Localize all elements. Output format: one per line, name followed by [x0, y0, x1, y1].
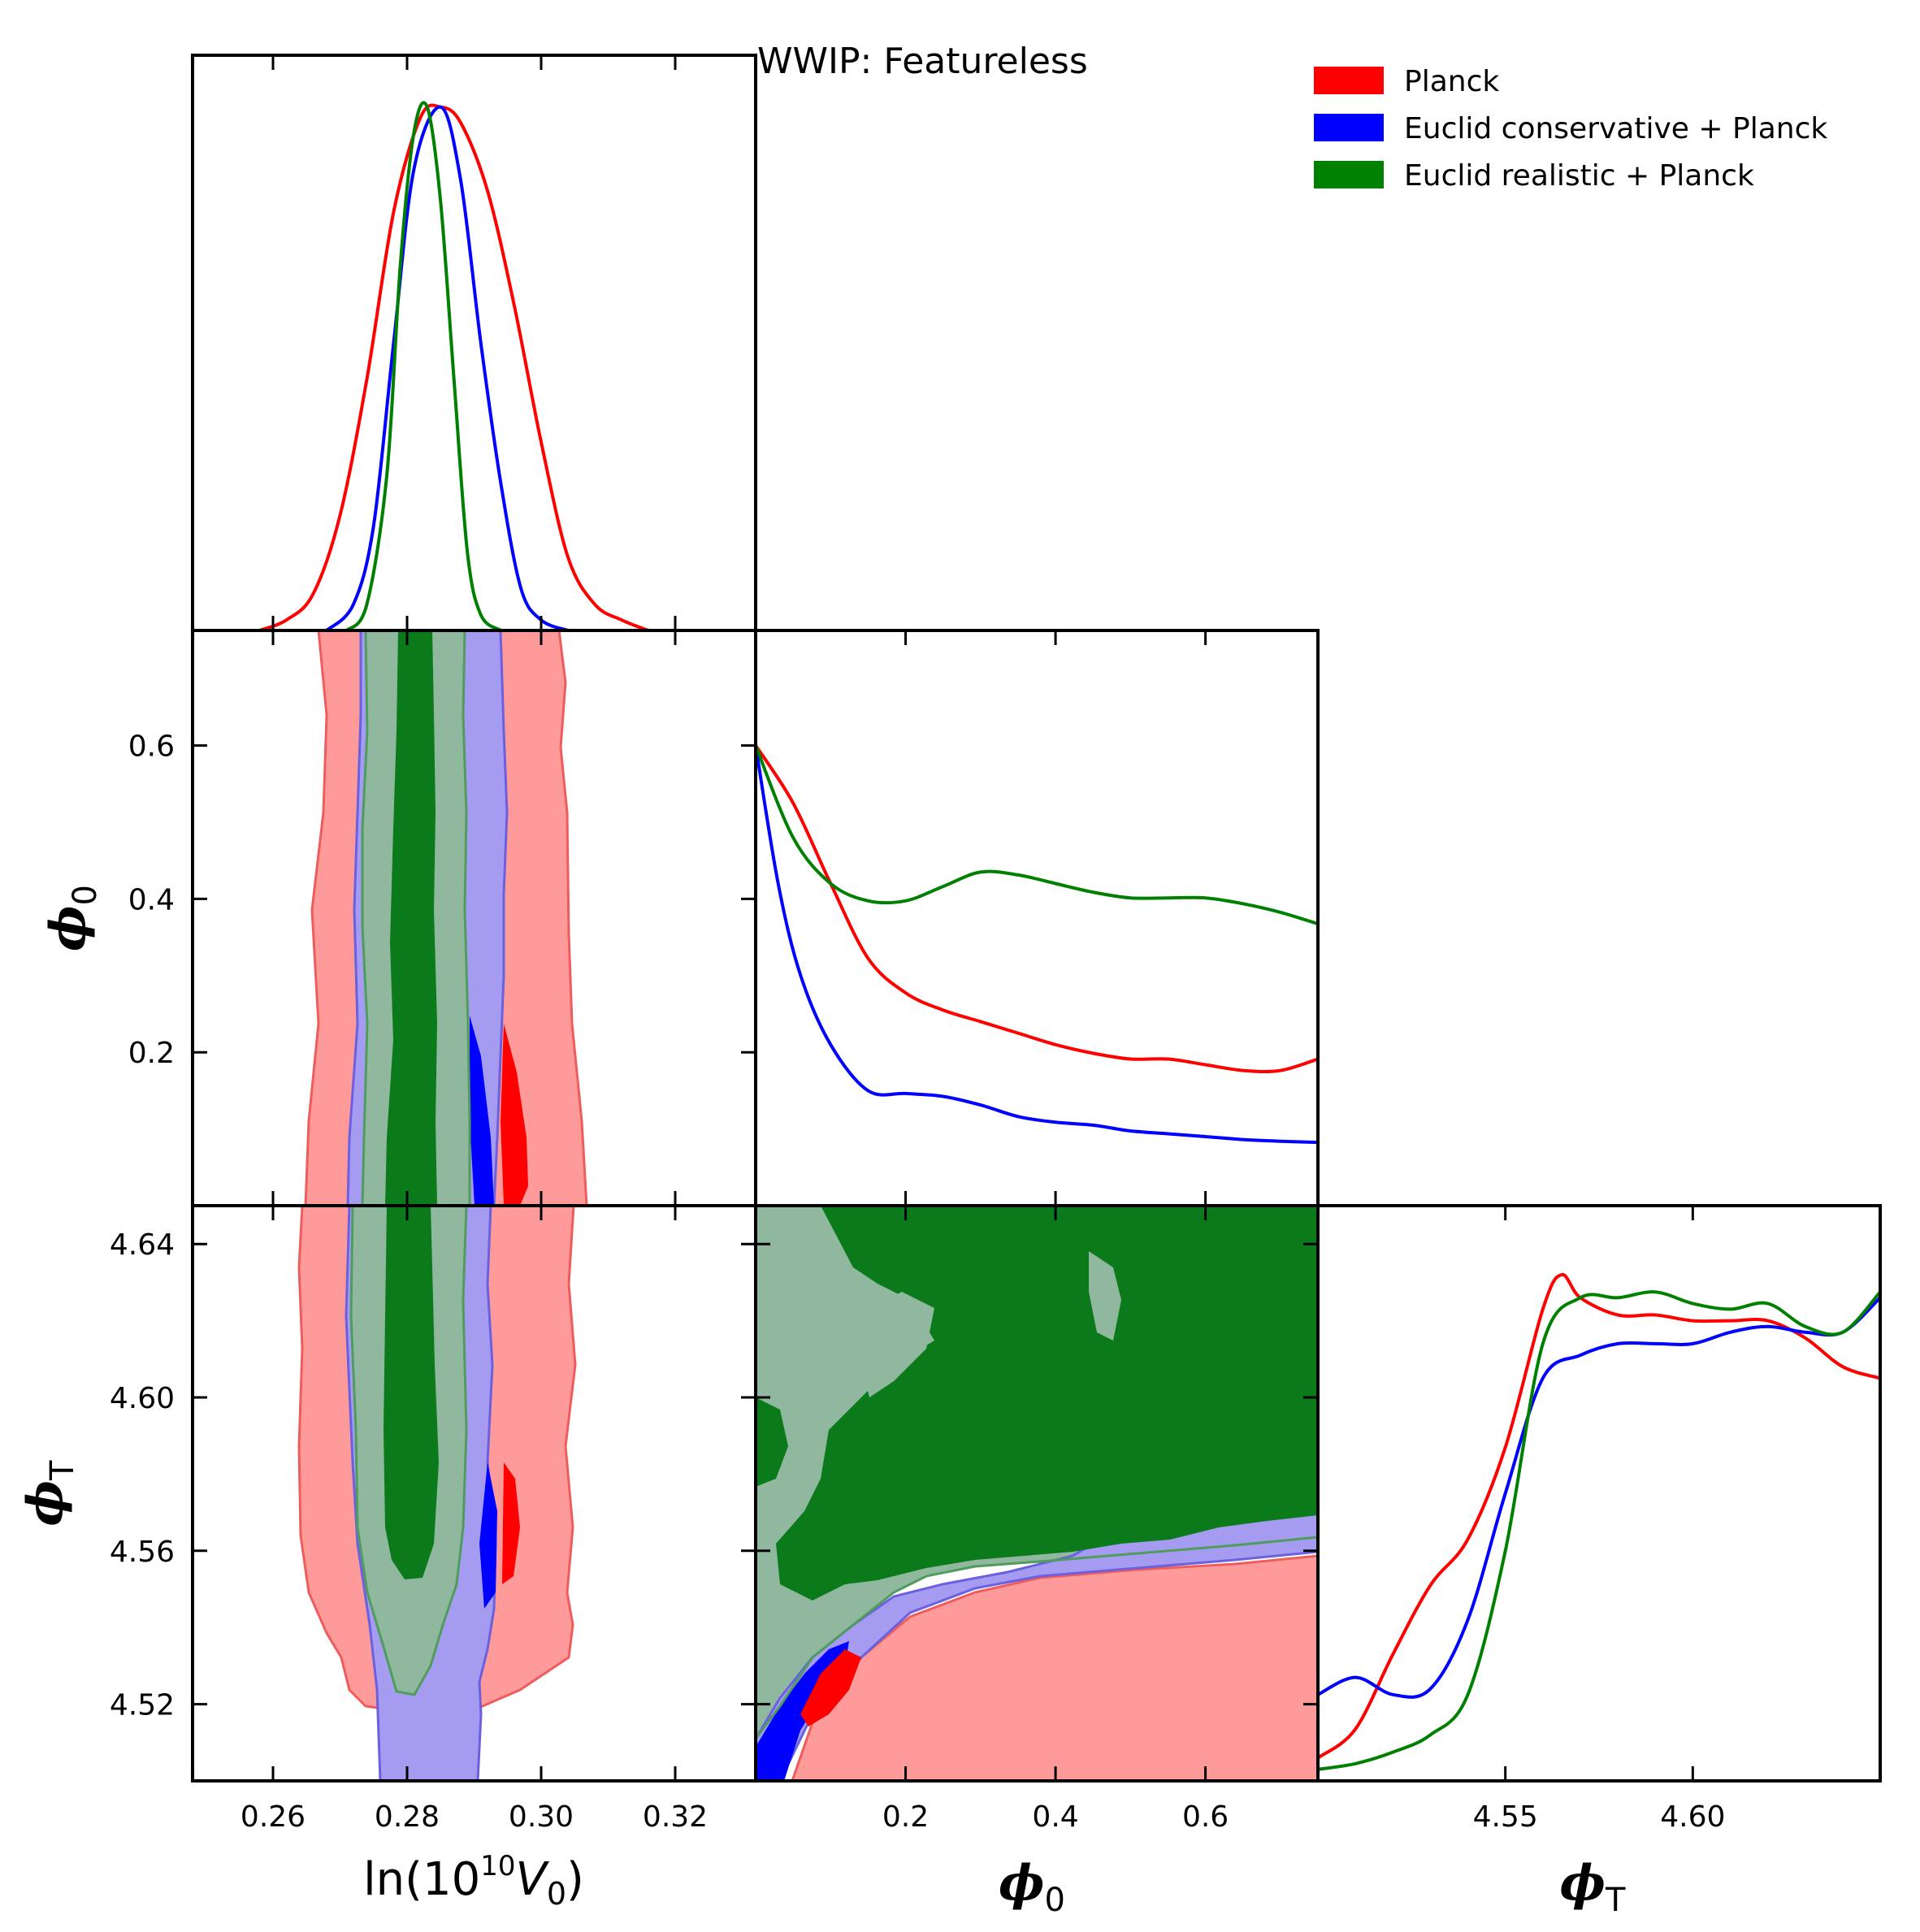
contour-panel-lnv0-phi0 — [304, 630, 588, 1206]
marginal-line-euclid-conservative-planck — [756, 745, 1318, 1145]
x-tick-label-phiT: 4.55 — [1473, 1800, 1538, 1834]
contour-realistic-inner-boundary — [756, 1536, 1318, 1739]
contour-panel-lnv0-phit — [297, 1206, 577, 1781]
contour-realistic-hole-light — [1089, 1251, 1121, 1341]
x-tick-label-phi0: 0.6 — [1182, 1800, 1229, 1834]
y-tick-label-phiT: 4.52 — [110, 1689, 175, 1722]
ylabel-phi0: ϕ0 — [40, 885, 104, 951]
marginal-line-planck — [258, 103, 649, 630]
legend-label-planck: Planck — [1404, 65, 1499, 98]
contour-realistic-68 — [776, 1206, 1318, 1601]
y-tick-label-phi0: 0.2 — [128, 1037, 175, 1070]
contour-realistic-68-left — [756, 1397, 788, 1487]
x-tick-label-phi0: 0.4 — [1032, 1800, 1078, 1834]
xlabel-phi0: ϕ0 — [999, 1855, 1065, 1919]
marginal-line-euclid-conservative-planck — [1318, 1296, 1880, 1699]
chart-title: WWIP: Featureless — [757, 41, 1088, 82]
contour-conservative-68 — [470, 1016, 494, 1206]
x-tick-label-phi0: 0.2 — [882, 1800, 929, 1834]
xlabel-phit: ϕT — [1560, 1855, 1626, 1919]
x-tick-label-phiT: 4.60 — [1660, 1800, 1725, 1834]
marginal-panel-phit — [1318, 1272, 1880, 1771]
legend: Planck Euclid conservative + Planck Eucl… — [1314, 65, 1827, 193]
contour-planck-68 — [501, 1024, 528, 1206]
contour-planck-68 — [800, 1649, 861, 1726]
marginal-line-planck — [756, 744, 1318, 1073]
legend-swatch-planck — [1314, 67, 1384, 94]
x-tick-label-lnV0: 0.26 — [241, 1800, 306, 1834]
marginal-line-euclid-realistic-planck — [756, 744, 1318, 926]
y-tick-label-phiT: 4.60 — [110, 1382, 175, 1415]
legend-label-conservative: Euclid conservative + Planck — [1404, 112, 1827, 145]
legend-swatch-conservative — [1314, 114, 1384, 141]
legend-label-realistic: Euclid realistic + Planck — [1404, 159, 1754, 193]
y-tick-label-phi0: 0.4 — [128, 883, 175, 916]
y-tick-label-phiT: 4.64 — [110, 1228, 175, 1262]
frame-marginal-phit — [1316, 1204, 1882, 1783]
y-tick-label-phi0: 0.6 — [128, 730, 175, 764]
marginal-line-euclid-conservative-planck — [325, 105, 569, 630]
marginal-panel-phi0 — [756, 744, 1318, 1145]
contour-conservative-68 — [479, 1462, 497, 1609]
x-tick-label-lnV0: 0.30 — [509, 1800, 574, 1834]
marginal-line-euclid-realistic-planck — [345, 101, 502, 630]
ticks: 0.26 0.28 0.30 0.32 0.2 0.4 0.6 4.55 4.60 0.2 0.4 0… — [110, 55, 1725, 1834]
marginal-line-planck — [1318, 1272, 1880, 1760]
y-tick-label-phiT: 4.56 — [110, 1536, 175, 1569]
ylabel-phit: ϕT — [17, 1460, 81, 1526]
marginal-line-euclid-realistic-planck — [1318, 1290, 1880, 1771]
legend-swatch-realistic — [1314, 161, 1384, 188]
xlabel-lnv0: ln(1010V0) — [363, 1850, 584, 1912]
contour-realistic-68 — [385, 630, 437, 1206]
marginal-panel-lnv0 — [258, 101, 649, 630]
contour-panel-phi0-phit — [756, 1206, 1318, 1781]
contour-planck-68 — [502, 1462, 520, 1584]
contour-realistic-68 — [384, 1206, 439, 1579]
x-tick-label-lnV0: 0.28 — [375, 1800, 440, 1834]
contour-realistic-95-hole — [861, 1292, 934, 1397]
frame-marginal-lnv0 — [191, 54, 757, 632]
x-tick-label-lnV0: 0.32 — [643, 1800, 708, 1834]
